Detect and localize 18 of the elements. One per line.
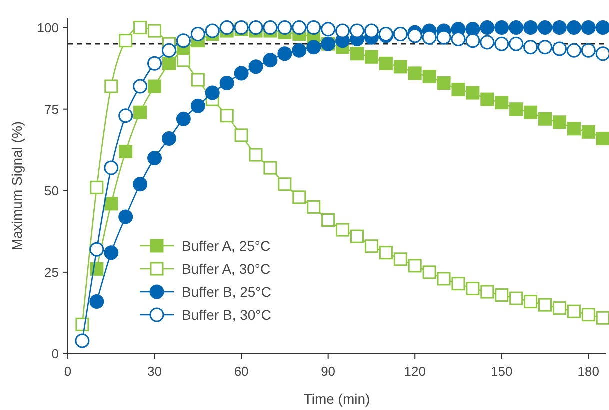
x-tick-label: 120 bbox=[404, 364, 426, 379]
legend-label: Buffer A, 25°C bbox=[182, 238, 271, 254]
x-tick-label: 180 bbox=[578, 364, 600, 379]
legend-label: Buffer B, 25°C bbox=[182, 284, 272, 300]
x-tick-label: 0 bbox=[64, 364, 72, 379]
y-tick-label: 0 bbox=[52, 346, 59, 362]
y-tick-label: 100 bbox=[37, 20, 59, 36]
y-axis-title: Maximum Signal (%) bbox=[9, 121, 25, 251]
x-tick-label: 30 bbox=[148, 364, 162, 379]
y-tick-label: 75 bbox=[44, 102, 59, 117]
legend-label: Buffer A, 30°C bbox=[182, 260, 271, 277]
legend-label: Buffer B, 30°C bbox=[182, 306, 272, 323]
y-tick-label: 25 bbox=[44, 264, 59, 280]
x-tick-label: 90 bbox=[321, 364, 336, 379]
y-tick-label: 50 bbox=[44, 183, 59, 198]
x-tick-label: 60 bbox=[234, 364, 249, 379]
x-axis-title: Time (min) bbox=[304, 391, 370, 407]
x-tick-label: 150 bbox=[491, 364, 513, 379]
